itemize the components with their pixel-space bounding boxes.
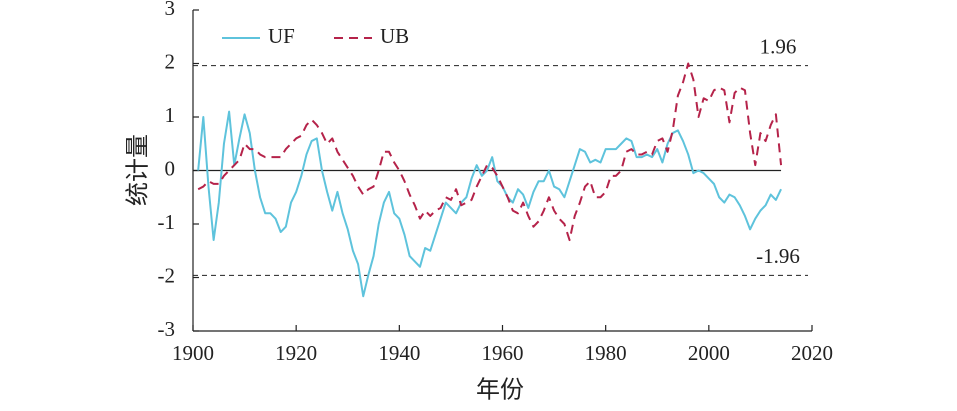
x-tick-label: 2020 — [791, 341, 833, 365]
series-line — [197, 62, 783, 242]
x-tick-label: 2000 — [688, 341, 730, 365]
reference-label: 1.96 — [760, 34, 797, 58]
y-tick-label: -2 — [158, 263, 176, 287]
reference-label: -1.96 — [756, 244, 800, 268]
y-tick-label: 0 — [165, 156, 176, 180]
x-axis-label: 年份 — [476, 377, 524, 404]
y-tick-label: 1 — [165, 103, 176, 127]
y-axis-label: 统计量 — [125, 134, 152, 206]
x-tick-label: 1980 — [585, 341, 627, 365]
legend-label: UF — [268, 24, 295, 48]
y-tick-label: -3 — [158, 317, 176, 341]
series-line — [197, 110, 782, 298]
legend-label: UB — [380, 24, 409, 48]
y-tick-label: 2 — [165, 49, 176, 73]
y-tick-label: 3 — [165, 0, 176, 20]
x-tick-label: 1960 — [482, 341, 524, 365]
x-tick-label: 1940 — [378, 341, 420, 365]
x-tick-label: 1920 — [275, 341, 317, 365]
y-tick-label: -1 — [158, 210, 176, 234]
x-tick-label: 1900 — [172, 341, 214, 365]
